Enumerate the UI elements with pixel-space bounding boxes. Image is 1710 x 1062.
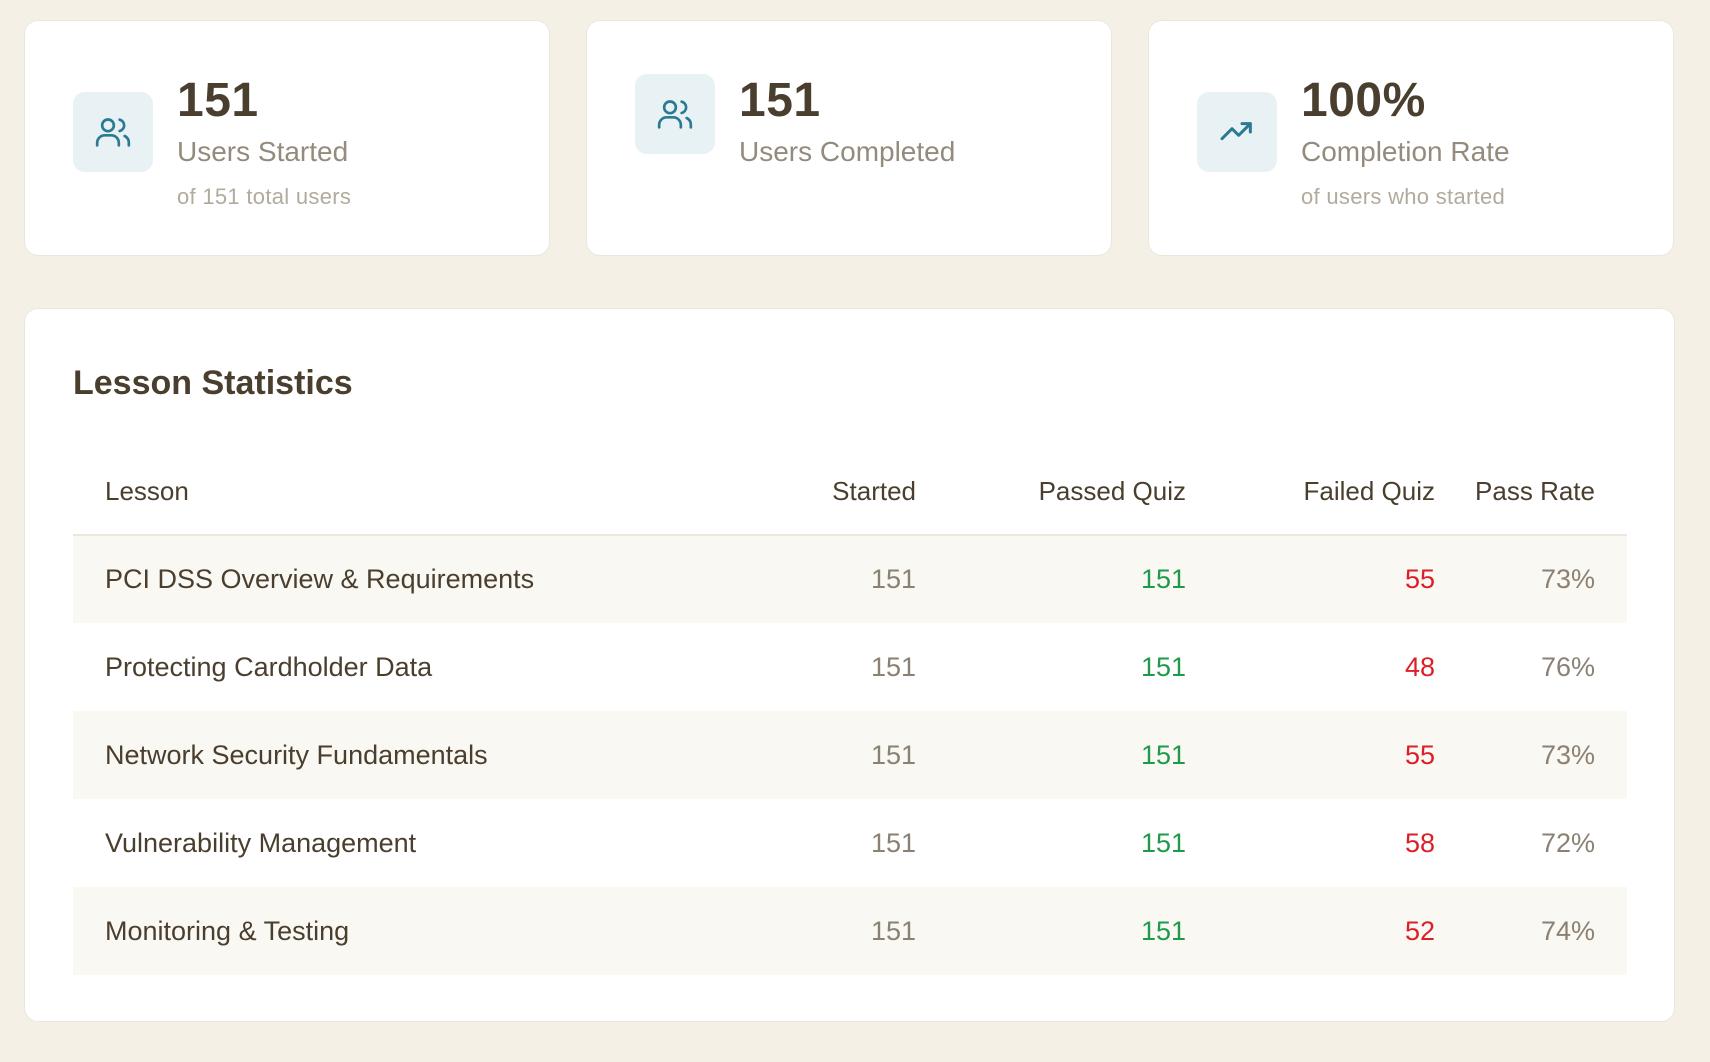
- users-started-card: 151 Users Started of 151 total users: [24, 20, 550, 256]
- pass-rate: 73%: [1435, 711, 1627, 799]
- started-count: 151: [733, 711, 916, 799]
- users-completed-label: Users Completed: [739, 136, 956, 167]
- users-icon: [73, 92, 153, 172]
- table-row: PCI DSS Overview & Requirements 151 151 …: [73, 535, 1627, 623]
- users-started-value: 151: [177, 74, 259, 127]
- column-header-started: Started: [733, 449, 916, 536]
- passed-count: 151: [1140, 827, 1186, 858]
- lesson-name: Vulnerability Management: [105, 827, 417, 858]
- completion-rate-card: 100% Completion Rate of users who starte…: [1148, 20, 1674, 256]
- users-icon: [635, 74, 715, 154]
- passed-count: 151: [916, 711, 1186, 799]
- table-row: Vulnerability Management 151 151 58 72%: [73, 799, 1627, 887]
- pass-rate: 73%: [1435, 535, 1627, 623]
- trending-up-icon: [1197, 92, 1277, 172]
- completion-rate-value: 100%: [1301, 74, 1426, 127]
- column-header-lesson: Lesson: [73, 449, 733, 536]
- lesson-statistics-title: Lesson Statistics: [73, 364, 353, 402]
- users-completed-text: 151 Users Completed: [739, 73, 955, 169]
- users-completed-card: 151 Users Completed: [586, 20, 1112, 256]
- started-count: 151: [733, 535, 916, 623]
- lesson-name: Monitoring & Testing: [73, 887, 733, 975]
- started-count: 151: [870, 827, 916, 858]
- users-started-label: Users Started: [177, 136, 349, 167]
- table-header-row: Lesson Started Passed Quiz Failed Quiz P…: [73, 449, 1627, 536]
- lesson-name: PCI DSS Overview & Requirements: [73, 535, 733, 623]
- table-row: Protecting Cardholder Data 151 151 48 76…: [73, 623, 1627, 711]
- completion-rate-subtext: of users who started: [1301, 184, 1506, 209]
- column-header-failed-quiz: Failed Quiz: [1186, 449, 1435, 536]
- failed-count: 48: [1404, 651, 1435, 682]
- table-row: Network Security Fundamentals 151 151 55…: [73, 711, 1627, 799]
- pass-rate: 72%: [1540, 827, 1595, 858]
- failed-count: 58: [1404, 827, 1435, 858]
- passed-count: 151: [916, 887, 1186, 975]
- table-row: Monitoring & Testing 151 151 52 74%: [73, 887, 1627, 975]
- started-count: 151: [870, 651, 916, 682]
- stat-cards: 151 Users Started of 151 total users 151…: [24, 20, 1675, 256]
- failed-count: 55: [1186, 535, 1435, 623]
- pass-rate: 74%: [1435, 887, 1627, 975]
- users-started-subtext: of 151 total users: [177, 184, 352, 209]
- completion-rate-label: Completion Rate: [1301, 136, 1510, 167]
- completion-rate-text: 100% Completion Rate of users who starte…: [1301, 73, 1510, 211]
- lesson-name: Network Security Fundamentals: [73, 711, 733, 799]
- failed-count: 52: [1186, 887, 1435, 975]
- passed-count: 151: [1140, 651, 1186, 682]
- column-header-pass-rate: Pass Rate: [1435, 449, 1627, 536]
- users-completed-value: 151: [739, 74, 821, 127]
- lesson-name: Protecting Cardholder Data: [105, 651, 433, 682]
- pass-rate: 76%: [1540, 651, 1595, 682]
- started-count: 151: [733, 887, 916, 975]
- lesson-statistics-panel: Lesson Statistics Lesson Started Passed …: [24, 308, 1675, 1022]
- lesson-statistics-table: Lesson Started Passed Quiz Failed Quiz P…: [73, 449, 1627, 975]
- column-header-passed-quiz: Passed Quiz: [916, 449, 1186, 536]
- users-started-text: 151 Users Started of 151 total users: [177, 73, 351, 211]
- failed-count: 55: [1186, 711, 1435, 799]
- passed-count: 151: [916, 535, 1186, 623]
